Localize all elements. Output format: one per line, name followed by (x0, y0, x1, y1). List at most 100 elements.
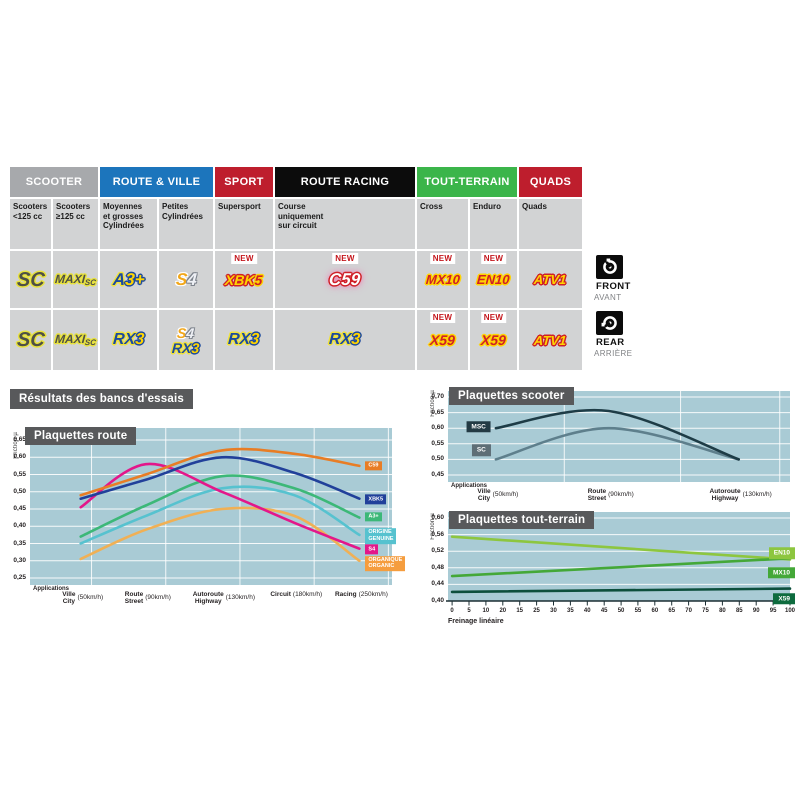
chart-title-route: Plaquettes route (25, 427, 137, 445)
x-tick-label: 70 (685, 607, 692, 614)
product-logo-sc: SC (15, 268, 46, 291)
product-cell: NEW X59 (470, 310, 517, 370)
series-label-sc: SC (471, 444, 491, 456)
product-cell: NEW MX10 (417, 251, 468, 308)
x-tick-label: Racing (250km/h) (334, 591, 388, 598)
new-badge: NEW (480, 253, 507, 264)
product-logo-a3plus: A3+ (111, 270, 145, 289)
x-tick-label: Ville City (50km/h) (477, 488, 519, 503)
x-tick-label: 45 (600, 607, 608, 614)
application-table: SCOOTER ROUTE & VILLE SPORT ROUTE RACING TOU… (10, 167, 582, 372)
product-cell: A3+ (100, 251, 157, 308)
x-tick-label: Autoroute Highway (130km/h) (192, 591, 256, 606)
category-header-tout-terrain: TOUT-TERRAIN (417, 167, 517, 197)
product-logo-x59: X59 (429, 332, 456, 348)
chart-plaquettes-scooter: Plaquettes scooter Friction µ 0,70 0,65 0,… (425, 385, 797, 503)
y-tick-label: 0,48 (431, 563, 444, 571)
product-cell: RX3 (275, 310, 415, 370)
x-tick-label: Autoroute Highway (130km/h) (709, 488, 772, 503)
x-tick-label: 30 (550, 607, 557, 614)
category-header-sport: SPORT (215, 167, 273, 197)
category-header-row: SCOOTER ROUTE & VILLE SPORT ROUTE RACING TOU… (10, 167, 582, 197)
subcategory-row: Scooters <125 cc Scooters ≥125 cc Moyennes… (10, 199, 582, 249)
product-logo-mx10: MX10 (424, 272, 461, 287)
applications-caption: Applications (451, 483, 488, 489)
product-logo-x59: X59 (480, 332, 507, 348)
product-cell: NEW X59 (417, 310, 468, 370)
category-header-route-ville: ROUTE & VILLE (100, 167, 213, 197)
rear-products-row: SC MAXISC RX3 S4 RX3 RX3 RX3 NEW X59 NEW X59 ATV1 (10, 310, 582, 370)
y-tick-label: 0,60 (431, 424, 444, 432)
new-badge: NEW (332, 253, 358, 264)
series-label-xbk5: XBK5 (365, 494, 387, 504)
x-tick-label: 20 (499, 607, 507, 614)
front-label: FRONT (596, 281, 631, 292)
x-tick-label: 40 (583, 607, 591, 614)
rear-disc-icon (596, 311, 623, 335)
product-cell: RX3 (100, 310, 157, 370)
y-tick-label: 0,30 (13, 556, 26, 564)
product-logo-rx3: RX3 (328, 331, 362, 348)
arriere-label: ARRIÈRE (594, 349, 633, 358)
y-tick-label: 0,52 (431, 547, 444, 555)
new-badge: NEW (231, 253, 257, 264)
x-tick-label: Ville City (50km/h) (62, 591, 104, 606)
product-logo-s4: S4 (174, 270, 198, 289)
chart-title-tout-terrain: Plaquettes tout-terrain (449, 511, 595, 529)
category-header-scooter: SCOOTER (10, 167, 98, 197)
product-logo-rx3: RX3 (112, 331, 145, 348)
rear-label: REAR (596, 337, 625, 348)
x-tick-label: 100 (784, 607, 795, 614)
x-tick-label: 10 (482, 607, 490, 614)
x-tick-label: 60 (651, 607, 659, 614)
x-tick-label: 85 (735, 607, 743, 614)
x-tick-label: 5 (467, 607, 471, 614)
x-tick-label: 15 (516, 607, 524, 614)
product-logo-xbk5: XBK5 (224, 271, 264, 288)
avant-label: AVANT (594, 293, 622, 302)
product-cell: NEW XBK5 (215, 251, 273, 308)
series-label-c59: C59 (365, 461, 382, 471)
subcategory-cell: Quads (519, 199, 582, 249)
x-tick-label: 95 (769, 607, 777, 614)
product-logo-maxisc: MAXISC (54, 271, 97, 287)
product-cell: NEW C59 (275, 251, 415, 308)
chart-plaquettes-tout-terrain: Plaquettes tout-terrain Friction µ 0,60 0… (425, 505, 797, 633)
subcategory-cell: Supersport (215, 199, 273, 249)
applications-caption: Applications (33, 586, 70, 592)
series-label-origine: ORIGINE GENUINE (365, 528, 397, 544)
category-header-route-racing: ROUTE RACING (275, 167, 415, 197)
product-logo-s4: S4 (176, 324, 196, 341)
subcategory-cell: Cross (417, 199, 468, 249)
product-logo-rx3: RX3 (171, 339, 201, 356)
subcategory-cell: Scooters ≥125 cc (53, 199, 98, 249)
x-tick-label: 25 (533, 607, 540, 614)
subcategory-cell: Enduro (470, 199, 517, 249)
y-tick-label: 0,55 (431, 439, 444, 447)
new-badge: NEW (429, 253, 456, 264)
product-logo-sc: SC (15, 329, 46, 351)
y-tick-label: 0,44 (431, 580, 444, 588)
product-logo-atv1: ATV1 (533, 332, 568, 348)
y-tick-label: 0,60 (13, 453, 26, 461)
product-cell: MAXISC (53, 251, 98, 308)
series-label-x59: X59 (773, 592, 795, 605)
product-logo-atv1: ATV1 (533, 272, 568, 287)
x-tick-label: 65 (668, 607, 676, 614)
series-label-organique: ORGANIQUE ORGANIC (365, 555, 406, 572)
product-logo-c59: C59 (328, 270, 362, 289)
series-label-msc: MSC (466, 420, 491, 433)
x-tick-label: Route Street (90km/h) (124, 591, 171, 606)
y-tick-label: 0,56 (431, 530, 444, 538)
y-tick-label: 0,45 (13, 505, 26, 512)
x-tick-label: 55 (634, 607, 642, 614)
series-label-mx10: MX10 (768, 567, 795, 579)
x-tick-label: 35 (567, 607, 574, 614)
product-cell: RX3 (215, 310, 273, 370)
product-logo-maxisc: MAXISC (54, 332, 97, 347)
y-tick-label: 0,55 (13, 470, 26, 478)
y-tick-label: 0,50 (13, 487, 26, 495)
product-cell: SC (10, 310, 51, 370)
chart-plaquettes-route: Plaquettes route Friction µ 0,65 0,60 0,55… (10, 425, 430, 625)
product-cell: S4 (159, 251, 213, 308)
